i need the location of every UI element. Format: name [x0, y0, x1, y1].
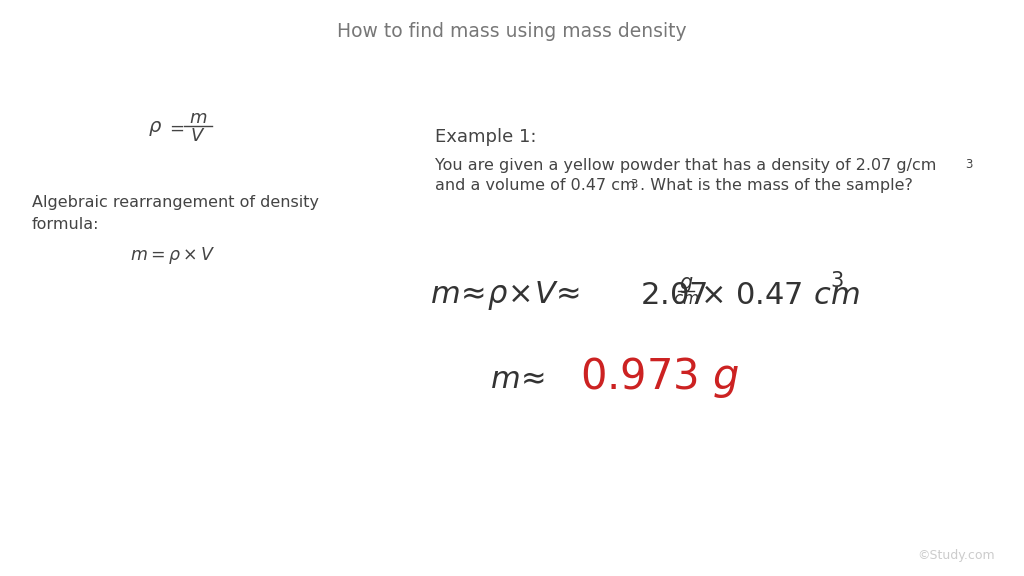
- Text: $m\!\approx\!\rho\!\times\! V\!\approx$: $m\!\approx\!\rho\!\times\! V\!\approx$: [430, 279, 581, 312]
- Text: Example 1:: Example 1:: [435, 128, 537, 146]
- Text: and a volume of 0.47 cm: and a volume of 0.47 cm: [435, 178, 636, 193]
- Text: You are given a yellow powder that has a density of 2.07 g/cm: You are given a yellow powder that has a…: [435, 158, 936, 173]
- Text: . What is the mass of the sample?: . What is the mass of the sample?: [640, 178, 912, 193]
- Text: How to find mass using mass density: How to find mass using mass density: [337, 22, 687, 41]
- Text: $cm$: $cm$: [673, 290, 699, 308]
- Text: Algebraic rearrangement of density
formula:: Algebraic rearrangement of density formu…: [32, 195, 319, 232]
- Text: $m = \rho \times V$: $m = \rho \times V$: [130, 244, 215, 266]
- Text: $g$: $g$: [679, 275, 693, 295]
- Text: $0.973\ g$: $0.973\ g$: [580, 355, 739, 400]
- Text: $2.07$: $2.07$: [640, 281, 708, 309]
- Text: 3: 3: [630, 178, 637, 191]
- Text: $m\!\approx$: $m\!\approx$: [490, 366, 545, 395]
- Text: $=$: $=$: [166, 119, 184, 137]
- Text: $m$: $m$: [188, 109, 207, 127]
- Text: $\rho$: $\rho$: [148, 119, 162, 138]
- Text: $V$: $V$: [190, 127, 206, 145]
- Text: $\times\ 0.47\ cm$: $\times\ 0.47\ cm$: [700, 281, 860, 309]
- Text: $3$: $3$: [830, 271, 844, 291]
- Text: 3: 3: [965, 158, 973, 171]
- Text: ©Study.com: ©Study.com: [918, 549, 995, 562]
